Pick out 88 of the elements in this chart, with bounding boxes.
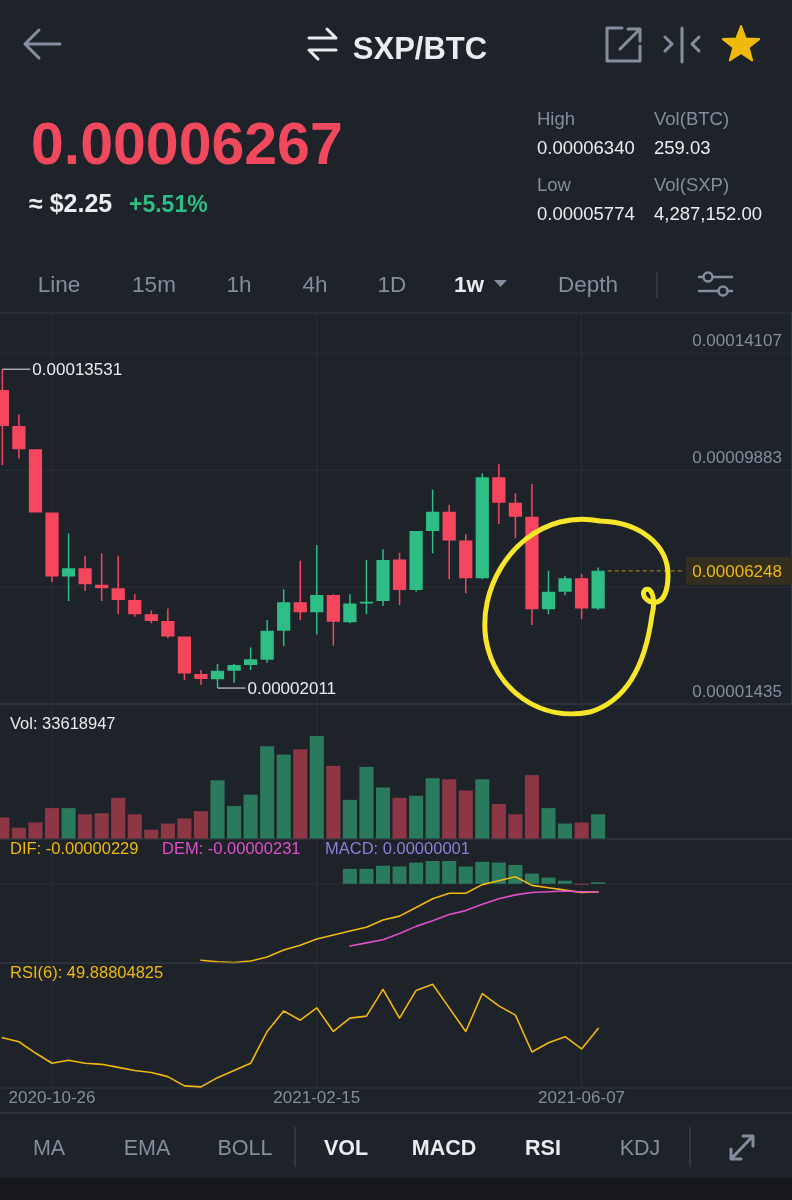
bar xyxy=(491,862,506,884)
text: Vol(SXP) xyxy=(654,174,730,195)
text: EMA xyxy=(123,1136,171,1160)
text: 4,287,152.00 xyxy=(654,203,763,224)
bar xyxy=(127,814,142,839)
bar xyxy=(28,822,43,839)
annotation: 0.00002011 xyxy=(247,679,337,699)
bar xyxy=(326,765,341,839)
bar xyxy=(442,861,457,884)
bar xyxy=(309,736,324,839)
bar xyxy=(508,864,523,884)
y-tick-label: 0.00014107 xyxy=(692,331,782,351)
bar xyxy=(392,866,407,884)
text: ≈ $2.25 xyxy=(29,189,113,217)
x-tick-label: 2021-06-07 xyxy=(538,1088,626,1107)
y-tick-label: 0.00001435 xyxy=(692,682,782,701)
bar xyxy=(392,797,407,839)
text: Depth xyxy=(557,272,619,297)
text: 0.00006340 xyxy=(537,137,635,158)
bar xyxy=(359,868,374,884)
bar xyxy=(425,778,440,839)
annotation: 0.00013531 xyxy=(32,360,123,380)
text: 0.00005774 xyxy=(537,203,635,224)
text: 259.03 xyxy=(654,137,711,158)
bar xyxy=(558,880,573,884)
text: VOL xyxy=(323,1136,369,1160)
bar xyxy=(193,811,208,839)
text: 1w xyxy=(453,272,485,297)
bar xyxy=(442,779,457,839)
bar xyxy=(375,787,391,839)
text: 15m xyxy=(132,272,176,297)
bar xyxy=(475,779,490,839)
text: Low xyxy=(537,174,572,195)
text: SXP/BTC xyxy=(352,31,488,66)
bar xyxy=(425,861,440,884)
bar xyxy=(524,775,539,839)
chart-title: Vol: 33618947 xyxy=(10,714,116,732)
bar xyxy=(177,818,192,839)
text: 0.00006267 xyxy=(31,111,343,177)
text: Vol(BTC) xyxy=(654,108,730,129)
bar xyxy=(458,866,473,884)
text: 4h xyxy=(302,272,328,297)
x-tick-label: 2021-02-15 xyxy=(273,1088,361,1107)
bar xyxy=(160,823,175,839)
bar xyxy=(260,746,275,839)
bar xyxy=(475,861,490,884)
bar xyxy=(591,814,606,839)
bar xyxy=(558,823,573,839)
bar xyxy=(111,797,126,839)
annotation: MACD: 0.00000001 xyxy=(325,839,470,857)
text: +5.51% xyxy=(129,191,208,217)
bar xyxy=(342,799,357,839)
bar xyxy=(508,814,523,839)
text: 1D xyxy=(377,272,407,297)
text: KDJ xyxy=(619,1136,661,1160)
bar xyxy=(243,794,258,839)
text: MA xyxy=(32,1136,66,1160)
bar xyxy=(541,877,556,884)
bar xyxy=(375,865,391,884)
bar xyxy=(61,808,76,839)
text: DIF: -0.00000229 xyxy=(10,839,139,857)
bar xyxy=(342,868,357,884)
bar xyxy=(409,795,424,839)
bar xyxy=(359,766,374,839)
bar xyxy=(458,790,473,839)
text: RSI xyxy=(525,1136,561,1160)
bar xyxy=(293,749,308,839)
bar xyxy=(491,803,506,839)
bar xyxy=(409,862,424,884)
bar xyxy=(78,814,93,839)
bar xyxy=(227,806,242,839)
bar xyxy=(574,822,589,839)
text: High xyxy=(537,108,576,129)
bar xyxy=(44,808,60,839)
bar xyxy=(541,808,556,839)
text: Line xyxy=(37,272,81,297)
text: DEM: -0.00000231 xyxy=(162,839,301,857)
y-tick-label: 0.00009883 xyxy=(692,448,782,468)
bar xyxy=(524,873,539,884)
text: 1h xyxy=(226,272,252,297)
ref-line-label: 0.00006248 xyxy=(692,561,782,581)
text: RSI(6): 49.88804825 xyxy=(10,963,164,981)
x-tick-label: 2020-10-26 xyxy=(8,1088,96,1107)
bar xyxy=(94,813,109,839)
bar xyxy=(210,780,225,839)
text: BOLL xyxy=(217,1136,273,1160)
text: MACD xyxy=(411,1136,477,1160)
bar xyxy=(276,754,291,839)
